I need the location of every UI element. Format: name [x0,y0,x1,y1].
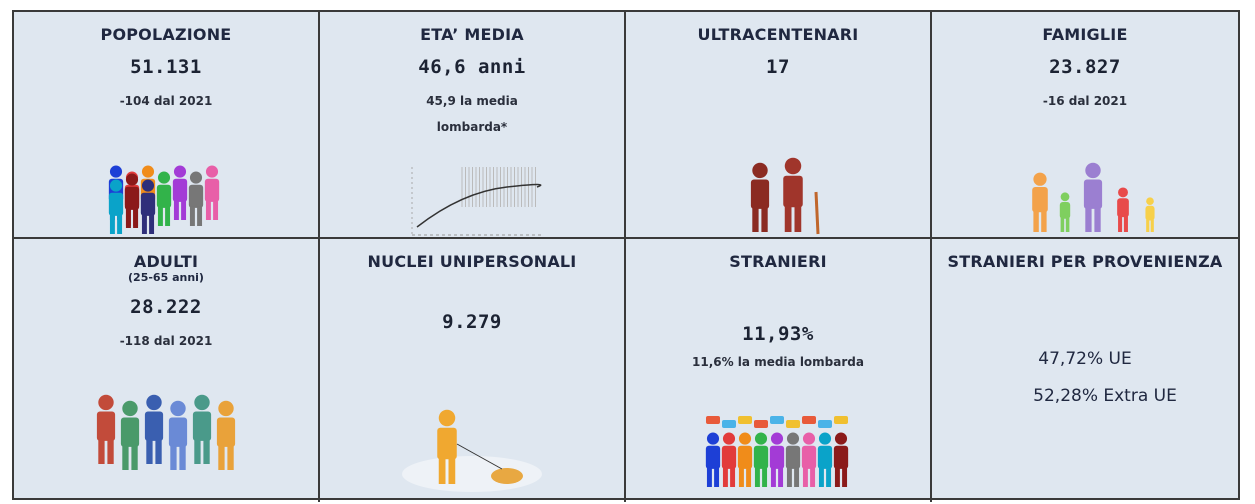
stat-cell: STRANIERI 11,93% 11,6% la media lombarda [626,239,932,502]
stat-note: 11,6% la media lombarda [692,349,864,375]
illustration [1005,152,1165,242]
illustration [698,152,858,242]
stat-value: 11,93% [742,323,814,345]
stat-subtitle: (25-65 anni) [128,271,204,284]
illustration [698,414,858,504]
stat-value: 51.131 [130,56,202,78]
stat-value: 28.222 [130,296,202,318]
stat-line: 52,28% Extra UE [993,378,1177,415]
stat-value: 9.279 [442,311,502,333]
stat-title: ETA’ MEDIA [420,26,524,44]
stat-cell: FAMIGLIE 23.827 -16 dal 2021 [932,12,1238,239]
stat-cell: ULTRACENTENARI 17 [626,12,932,239]
stat-cell: ADULTI(25-65 anni) 28.222 -118 dal 2021 [14,239,320,502]
illustration [392,404,552,494]
stat-title: ADULTI [134,253,198,271]
stat-title: STRANIERI [729,253,827,271]
stat-title: POPOLAZIONE [101,26,232,44]
stat-value: 46,6 anni [418,56,525,78]
stat-cell: NUCLEI UNIPERSONALI 9.279 [320,239,626,502]
stat-title: NUCLEI UNIPERSONALI [368,253,577,271]
illustration [86,147,246,237]
stat-value: 17 [766,56,790,78]
stat-note: -16 dal 2021 [1043,88,1127,114]
stat-title: FAMIGLIE [1042,26,1127,44]
stat-title: STRANIERI PER PROVENIENZA [948,253,1223,271]
stat-cell: ETA’ MEDIA 46,6 anni 45,9 la media lombard… [320,12,626,239]
stat-title: ULTRACENTENARI [698,26,859,44]
stat-note: -104 dal 2021 [120,88,213,114]
illustration [392,157,552,247]
stat-value: 23.827 [1049,56,1121,78]
stat-line: 47,72% UE [993,341,1177,378]
stat-note: -118 dal 2021 [120,328,213,354]
illustration [86,384,246,474]
infographic-grid: POPOLAZIONE 51.131 -104 dal 2021 ETA’ MEDIA… [12,10,1240,500]
stat-note: 45,9 la media lombarda* [402,88,542,140]
stat-cell: POPOLAZIONE 51.131 -104 dal 2021 [14,12,320,239]
